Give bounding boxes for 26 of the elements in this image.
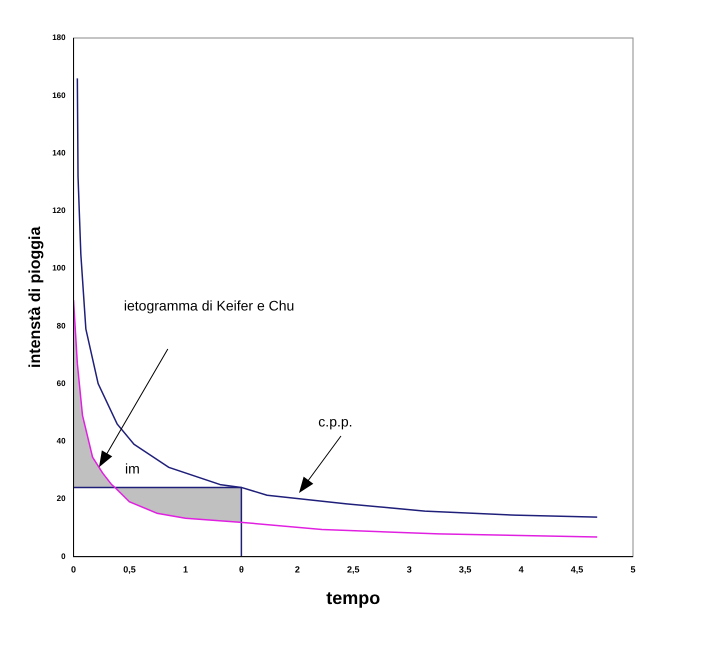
x-tick-label: 1 bbox=[182, 564, 188, 574]
y-tick-label: 40 bbox=[56, 436, 66, 446]
y-tick-label: 80 bbox=[56, 321, 66, 330]
x-tick-label: 5 bbox=[630, 564, 636, 574]
y-tick-label: 180 bbox=[52, 33, 66, 42]
x-tick-label: 2,5 bbox=[347, 564, 360, 574]
x-tick-label: θ bbox=[238, 564, 244, 574]
x-tick-label: 2 bbox=[294, 564, 300, 574]
x-tick-label: 4 bbox=[518, 564, 524, 574]
y-tick-label: 0 bbox=[61, 552, 66, 561]
y-tick-label: 100 bbox=[52, 264, 66, 273]
y-tick-label: 120 bbox=[52, 206, 66, 216]
x-tick-label: 3,5 bbox=[458, 564, 472, 574]
y-axis-title: intenstà di pioggia bbox=[27, 226, 44, 368]
y-tick-label: 140 bbox=[52, 148, 66, 158]
y-tick-label: 20 bbox=[56, 494, 66, 504]
annotation: c.p.p. bbox=[318, 414, 353, 430]
annotation: im bbox=[125, 460, 140, 476]
y-tick-label: 160 bbox=[52, 90, 66, 100]
x-tick-label: 3 bbox=[406, 564, 412, 574]
y-tick-label: 60 bbox=[56, 378, 66, 388]
x-tick-label: 4,5 bbox=[570, 564, 584, 574]
x-tick-label: 0 bbox=[71, 564, 76, 574]
annotation: ietogramma di Keifer e Chu bbox=[124, 297, 294, 314]
x-tick-label: 0,5 bbox=[123, 564, 136, 574]
x-axis-title: tempo bbox=[326, 588, 380, 608]
